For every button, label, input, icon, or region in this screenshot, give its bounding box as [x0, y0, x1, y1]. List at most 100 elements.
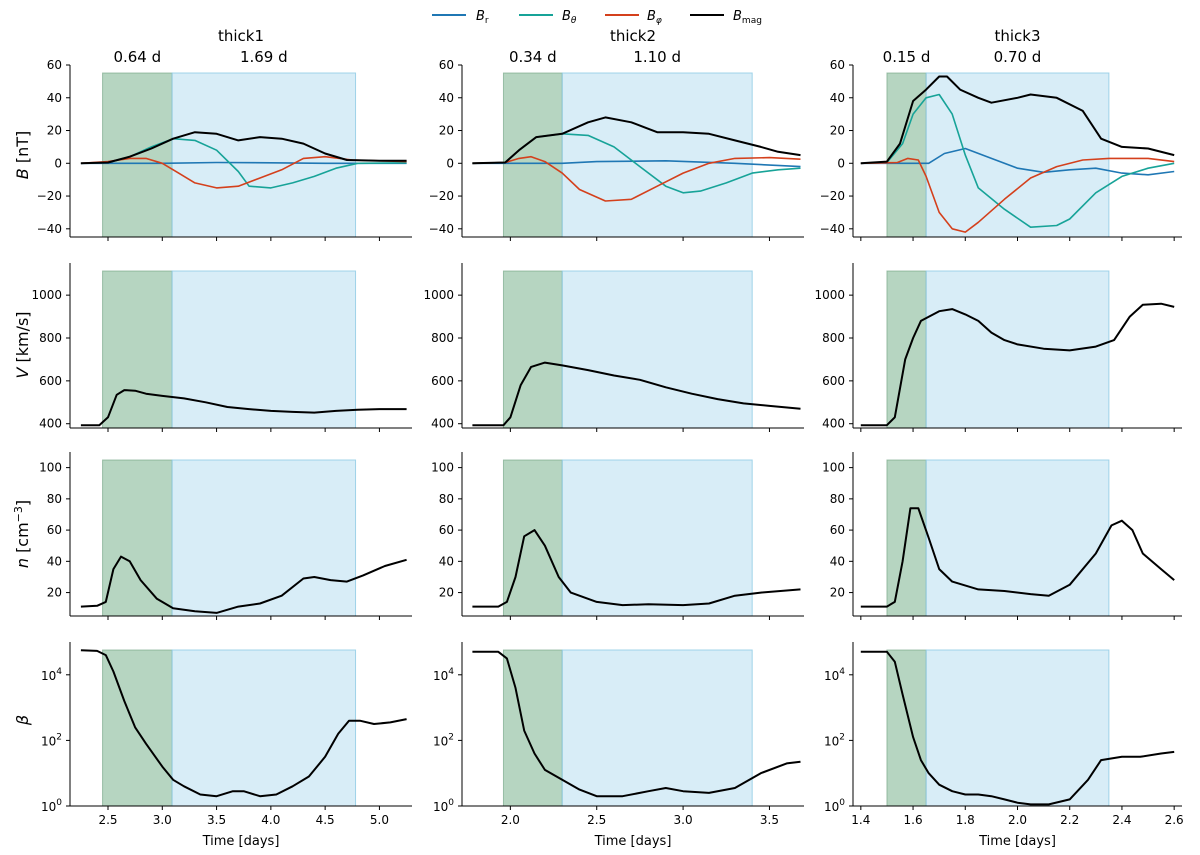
x-tick-label: 1.8 [956, 813, 975, 827]
subplot-beta: 100 102 104 2.5 3.0 3.5 4.0 4.5 5.0 Time [days] [41, 642, 412, 849]
x-tick-label: 1.4 [851, 813, 870, 827]
series-n [80, 555, 407, 614]
legend-item-bmag: Bmag [690, 9, 762, 26]
y-tick-label: 0 [837, 156, 845, 170]
y-tick-label: 100 [431, 461, 454, 475]
y-tick-label: 1000 [31, 288, 62, 302]
legend-label-btheta: Bθ [562, 9, 577, 26]
y-tick-label: 20 [47, 586, 62, 600]
x-tick-label: 2.0 [501, 813, 520, 827]
y-tick-label: 40 [439, 554, 454, 568]
series-br [860, 147, 1175, 176]
x-tick-label: 5.0 [370, 813, 389, 827]
y-tick-label: 60 [830, 523, 845, 537]
y-tick-label: −40 [429, 222, 454, 236]
sheath-region [102, 459, 173, 617]
panel-title: thick2 [610, 27, 656, 45]
sheath-duration-label: 0.15 d [883, 48, 931, 66]
y-tick-label: −20 [37, 189, 62, 203]
ejecta-region [561, 72, 753, 238]
panel-thick2: thick2 0.34 d 1.10 d −40 −20 0 20 40 60 400 600 800… [423, 27, 804, 849]
subplot-n: 20 40 60 80 100 [39, 452, 412, 620]
y-tick-label: 40 [830, 91, 845, 105]
legend-label-bmag: Bmag [733, 9, 762, 26]
legend-label-bphi: Bφ [647, 9, 662, 26]
ejecta-duration-label: 1.10 d [633, 48, 681, 66]
ejecta-region [171, 459, 357, 617]
x-tick-label: 2.0 [1008, 813, 1027, 827]
ejecta-region [561, 459, 753, 617]
y-tick-label: 60 [439, 523, 454, 537]
ejecta-duration-label: 1.69 d [240, 48, 288, 66]
ejecta-region [171, 270, 357, 429]
series-bphi [80, 155, 407, 189]
series-bphi [860, 157, 1175, 233]
y-tick-label: 0 [54, 156, 62, 170]
y-tick-label: 600 [431, 374, 454, 388]
y-tick-label: −40 [37, 222, 62, 236]
x-tick-label: 3.5 [760, 813, 779, 827]
y-tick-label: 800 [822, 331, 845, 345]
x-tick-label: 4.5 [316, 813, 335, 827]
y-tick-label: 100 [822, 461, 845, 475]
sheath-duration-label: 0.64 d [113, 48, 161, 66]
row-labels: B [nT] V [km/s] n [cm−3] β [12, 131, 32, 726]
ejecta-region [171, 649, 357, 807]
y-tick-label: 600 [822, 374, 845, 388]
ejecta-duration-label: 0.70 d [994, 48, 1042, 66]
y-tick-label: 60 [47, 523, 62, 537]
row-label-b: B [nT] [13, 131, 32, 179]
series-V [472, 361, 801, 427]
ejecta-region [171, 72, 357, 238]
y-tick-label: 104 [824, 667, 845, 683]
sheath-region [886, 270, 927, 429]
series-bmag [80, 131, 407, 165]
sheath-region [502, 459, 563, 617]
y-tick-label: 1000 [814, 288, 845, 302]
series-beta [472, 650, 801, 798]
x-axis-label: Time [days] [202, 834, 280, 849]
series-V [80, 389, 407, 427]
subplot-B: −40 −20 0 20 40 60 [820, 58, 1182, 241]
ejecta-region [561, 649, 753, 807]
x-tick-label: 2.5 [587, 813, 606, 827]
panel-title: thick1 [218, 27, 264, 45]
y-tick-label: 104 [41, 667, 62, 683]
x-tick-label: 2.5 [98, 813, 117, 827]
row-label-n: n [cm−3] [12, 500, 32, 568]
y-tick-label: 100 [824, 798, 845, 814]
y-tick-label: 40 [47, 554, 62, 568]
subplot-n: 20 40 60 80 100 [431, 452, 804, 620]
y-tick-label: 40 [439, 91, 454, 105]
y-tick-label: 20 [830, 586, 845, 600]
row-label-v: V [km/s] [13, 311, 32, 378]
y-tick-label: 102 [824, 732, 845, 748]
series-V [860, 302, 1175, 427]
ejecta-region [925, 649, 1110, 807]
series-beta [860, 650, 1175, 806]
subplot-V: 400 600 800 1000 [423, 263, 804, 432]
series-beta [80, 649, 407, 798]
y-tick-label: 800 [39, 331, 62, 345]
subplot-beta: 100 102 104 2.0 2.5 3.0 3.5 Time [days] [433, 642, 804, 849]
panel-thick1: thick1 0.64 d 1.69 d −40 −20 0 20 40 60 400 600 800… [31, 27, 412, 849]
y-tick-label: 20 [439, 124, 454, 138]
y-tick-label: −20 [820, 189, 845, 203]
panel-title: thick3 [994, 27, 1040, 45]
y-tick-label: 20 [439, 586, 454, 600]
y-tick-label: 800 [431, 331, 454, 345]
subplot-B: −40 −20 0 20 40 60 [429, 58, 804, 241]
y-tick-label: 40 [830, 554, 845, 568]
row-label-beta: β [13, 715, 32, 726]
x-tick-label: 2.4 [1112, 813, 1131, 827]
y-tick-label: 1000 [423, 288, 454, 302]
series-n [860, 507, 1175, 608]
sheath-region [102, 649, 173, 807]
x-tick-label: 3.0 [674, 813, 693, 827]
y-tick-label: −40 [820, 222, 845, 236]
sheath-region [886, 649, 927, 807]
y-tick-label: 100 [41, 798, 62, 814]
legend-item-bphi: Bφ [605, 9, 662, 26]
x-axis-label: Time [days] [978, 834, 1056, 849]
